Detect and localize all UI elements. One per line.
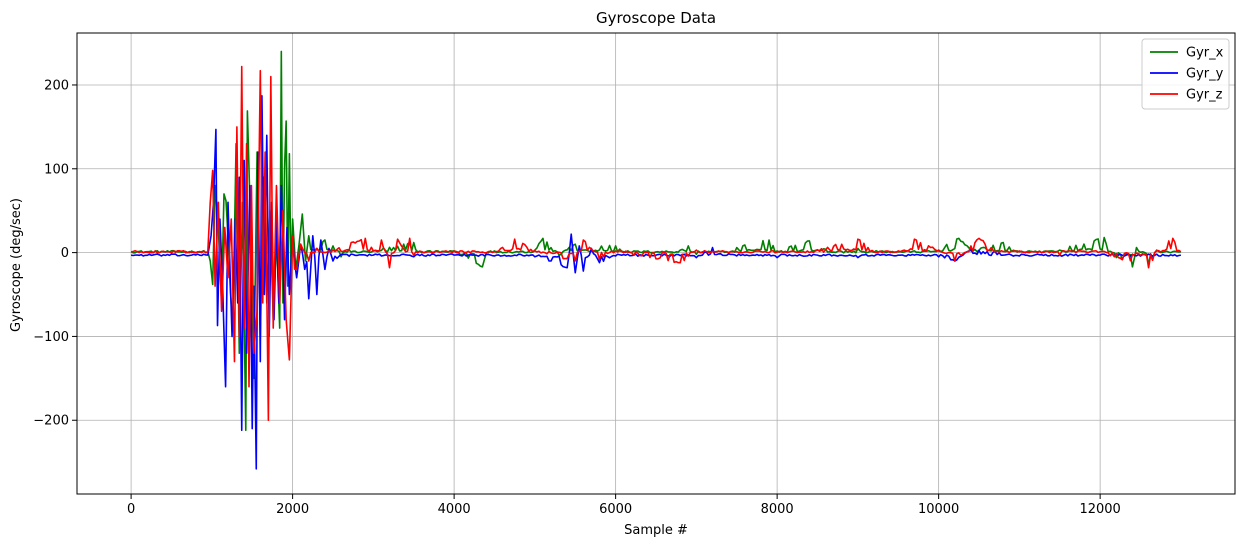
- legend-label: Gyr_x: [1186, 46, 1224, 61]
- y-axis: −200 −100 0 100 200: [33, 78, 77, 429]
- y-tick-label: 0: [61, 246, 69, 261]
- chart-title: Gyroscope Data: [596, 9, 716, 27]
- x-axis-label: Sample #: [624, 523, 688, 538]
- y-tick-label: −200: [33, 414, 69, 429]
- series-line-gyr-y: [130, 95, 1182, 470]
- x-tick-label: 12000: [1079, 502, 1120, 517]
- axes-frame: [76, 32, 1236, 495]
- series-line-gyr-z: [130, 65, 1182, 422]
- plot-lines: [130, 50, 1182, 470]
- x-tick-label: 0: [127, 502, 135, 517]
- x-tick-label: 2000: [276, 502, 309, 517]
- y-axis-label: Gyroscope (deg/sec): [9, 198, 24, 332]
- y-tick-label: −100: [33, 330, 69, 345]
- legend-box: [1141, 38, 1230, 110]
- y-tick-label: 200: [44, 78, 69, 93]
- x-tick-label: 4000: [438, 502, 471, 517]
- y-tick-label: 100: [44, 162, 69, 177]
- series-line-gyr-x: [130, 50, 1181, 432]
- legend: Gyr_x Gyr_y Gyr_z: [1141, 38, 1230, 110]
- x-axis: 0 2000 4000 6000 8000 10000 12000: [127, 494, 1121, 517]
- legend-label: Gyr_z: [1186, 88, 1223, 103]
- legend-label: Gyr_y: [1186, 67, 1224, 82]
- x-tick-label: 8000: [761, 502, 794, 517]
- x-tick-label: 6000: [599, 502, 632, 517]
- x-tick-label: 10000: [918, 502, 959, 517]
